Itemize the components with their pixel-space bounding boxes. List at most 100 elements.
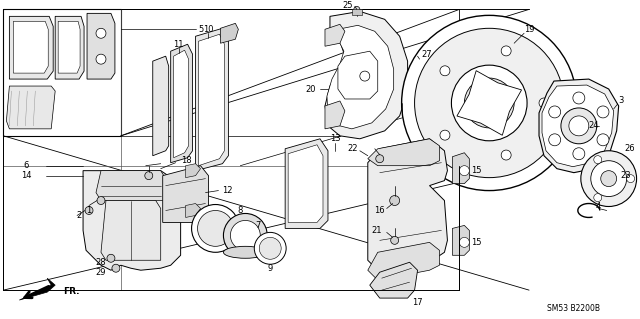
Polygon shape bbox=[19, 278, 55, 300]
Circle shape bbox=[254, 232, 286, 264]
Circle shape bbox=[112, 264, 120, 272]
Text: 1: 1 bbox=[86, 206, 92, 215]
Text: 11: 11 bbox=[173, 40, 184, 49]
Text: 22: 22 bbox=[348, 144, 358, 153]
Text: 24: 24 bbox=[588, 121, 599, 130]
Polygon shape bbox=[325, 11, 408, 139]
Polygon shape bbox=[3, 9, 121, 136]
Circle shape bbox=[581, 151, 637, 206]
Circle shape bbox=[354, 6, 360, 12]
Polygon shape bbox=[58, 21, 80, 73]
Circle shape bbox=[96, 28, 106, 38]
Polygon shape bbox=[87, 13, 115, 79]
Text: 27: 27 bbox=[422, 50, 432, 59]
Text: 4: 4 bbox=[595, 202, 601, 211]
Polygon shape bbox=[186, 164, 200, 178]
Polygon shape bbox=[153, 56, 169, 156]
Polygon shape bbox=[55, 16, 84, 79]
Circle shape bbox=[390, 236, 399, 244]
Polygon shape bbox=[368, 139, 447, 272]
Text: 17: 17 bbox=[412, 298, 423, 307]
Circle shape bbox=[597, 106, 609, 118]
Polygon shape bbox=[368, 242, 440, 280]
Polygon shape bbox=[10, 16, 53, 79]
Polygon shape bbox=[338, 51, 378, 99]
Circle shape bbox=[390, 196, 399, 205]
Text: 5: 5 bbox=[198, 25, 203, 34]
Polygon shape bbox=[173, 50, 189, 158]
Circle shape bbox=[573, 148, 585, 160]
Circle shape bbox=[569, 116, 589, 136]
Circle shape bbox=[460, 237, 469, 247]
Circle shape bbox=[96, 54, 106, 64]
Circle shape bbox=[107, 254, 115, 262]
Text: 23: 23 bbox=[621, 171, 631, 180]
Circle shape bbox=[376, 155, 384, 163]
Polygon shape bbox=[171, 44, 193, 163]
Circle shape bbox=[402, 15, 577, 190]
Circle shape bbox=[223, 213, 268, 257]
Text: 26: 26 bbox=[625, 144, 636, 153]
Circle shape bbox=[85, 206, 93, 214]
Circle shape bbox=[417, 56, 422, 62]
Circle shape bbox=[451, 65, 527, 141]
Text: 13: 13 bbox=[330, 134, 340, 143]
Circle shape bbox=[230, 220, 260, 250]
Text: 6: 6 bbox=[24, 161, 29, 170]
Text: SM53 B2200B: SM53 B2200B bbox=[547, 304, 600, 313]
Polygon shape bbox=[327, 25, 394, 129]
Polygon shape bbox=[198, 34, 225, 166]
Circle shape bbox=[561, 108, 596, 144]
Circle shape bbox=[259, 237, 281, 259]
Text: 2: 2 bbox=[76, 211, 82, 220]
Polygon shape bbox=[220, 23, 238, 43]
Polygon shape bbox=[370, 262, 417, 298]
Circle shape bbox=[601, 171, 617, 187]
Circle shape bbox=[594, 156, 602, 164]
Polygon shape bbox=[452, 153, 469, 184]
Polygon shape bbox=[352, 9, 362, 15]
Circle shape bbox=[360, 71, 370, 81]
Polygon shape bbox=[285, 139, 328, 228]
Polygon shape bbox=[83, 171, 180, 270]
Text: 8: 8 bbox=[237, 206, 243, 215]
Polygon shape bbox=[163, 166, 209, 222]
Polygon shape bbox=[186, 204, 200, 218]
Text: 20: 20 bbox=[305, 85, 316, 93]
Circle shape bbox=[501, 150, 511, 160]
Polygon shape bbox=[539, 79, 619, 173]
Polygon shape bbox=[457, 71, 522, 135]
Polygon shape bbox=[325, 101, 345, 129]
Circle shape bbox=[191, 204, 239, 252]
Circle shape bbox=[548, 134, 561, 146]
Text: 15: 15 bbox=[471, 238, 482, 247]
Text: 3: 3 bbox=[618, 96, 623, 106]
Polygon shape bbox=[542, 85, 614, 167]
Text: 16: 16 bbox=[374, 206, 385, 215]
Polygon shape bbox=[288, 145, 323, 222]
Text: 12: 12 bbox=[223, 186, 233, 195]
Polygon shape bbox=[452, 226, 469, 255]
Text: 29: 29 bbox=[96, 268, 106, 277]
Text: 15: 15 bbox=[471, 166, 482, 175]
Circle shape bbox=[145, 172, 153, 180]
Circle shape bbox=[627, 174, 635, 182]
Circle shape bbox=[591, 161, 627, 197]
Polygon shape bbox=[368, 139, 440, 166]
Ellipse shape bbox=[223, 246, 268, 258]
Text: 28: 28 bbox=[95, 258, 106, 267]
Circle shape bbox=[97, 197, 105, 204]
Polygon shape bbox=[13, 21, 48, 73]
Circle shape bbox=[198, 211, 234, 246]
Polygon shape bbox=[96, 171, 166, 201]
Text: 14: 14 bbox=[21, 171, 31, 180]
Text: FR.: FR. bbox=[63, 287, 79, 296]
Circle shape bbox=[573, 92, 585, 104]
Text: 9: 9 bbox=[268, 264, 273, 273]
Text: 10: 10 bbox=[204, 25, 214, 34]
Circle shape bbox=[460, 166, 469, 176]
Circle shape bbox=[465, 78, 514, 128]
Circle shape bbox=[594, 194, 602, 202]
Circle shape bbox=[548, 106, 561, 118]
Text: 21: 21 bbox=[371, 226, 381, 235]
